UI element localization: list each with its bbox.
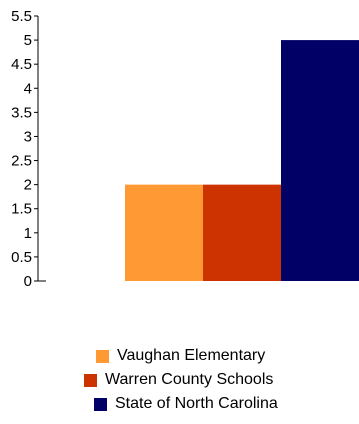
- bars: [125, 40, 359, 281]
- y-tick-label: 5.5: [11, 8, 32, 25]
- y-tick-label: 2.5: [11, 153, 32, 170]
- legend-item-vaughan-elementary: Vaughan Elementary: [0, 344, 359, 368]
- y-tick-label: 2: [24, 177, 32, 194]
- y-tick-label: 1.5: [11, 201, 32, 218]
- y-tick-label: 0: [24, 273, 32, 290]
- legend-swatch: [96, 349, 109, 363]
- legend: Vaughan Elementary Warren County Schools…: [0, 344, 359, 416]
- bar-warren-county-schools: [203, 184, 281, 281]
- legend-label: Vaughan Elementary: [117, 347, 266, 364]
- bar-vaughan-elementary: [125, 184, 203, 281]
- bar-state-of-north-carolina: [281, 40, 359, 281]
- y-tick-label: 4.5: [11, 56, 32, 73]
- legend-label: Warren County Schools: [105, 371, 274, 388]
- legend-swatch: [94, 397, 107, 411]
- y-tick-label: 1: [24, 225, 32, 242]
- legend-label: State of North Carolina: [115, 395, 278, 412]
- y-tick-label: 3.5: [11, 104, 32, 121]
- y-tick-label: 3: [24, 128, 32, 145]
- y-tick-label: 0.5: [11, 249, 32, 266]
- legend-swatch: [84, 373, 97, 387]
- y-tick-label: 4: [24, 80, 32, 97]
- bar-chart: 0 0.5 1 1.5 2 2.5 3 3.5 4 4.5 5 5.5: [11, 8, 359, 290]
- legend-item-warren-county-schools: Warren County Schools: [0, 368, 359, 392]
- y-axis: 0 0.5 1 1.5 2 2.5 3 3.5 4 4.5 5 5.5: [11, 8, 46, 290]
- legend-item-state-of-north-carolina: State of North Carolina: [0, 392, 359, 416]
- y-tick-label: 5: [24, 32, 32, 49]
